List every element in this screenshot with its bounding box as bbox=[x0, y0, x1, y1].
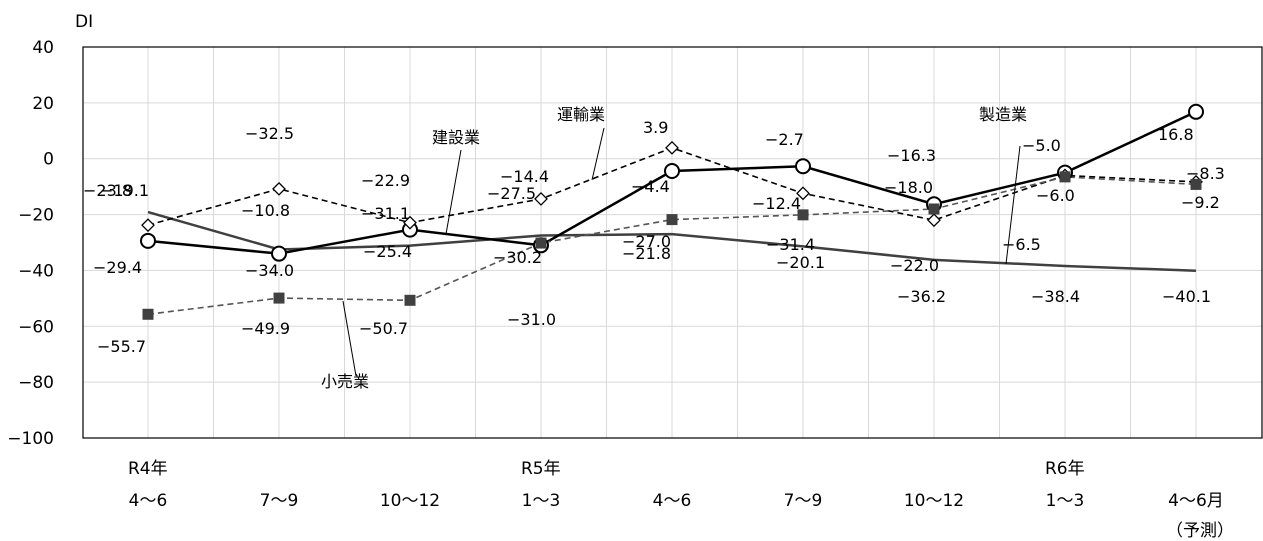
series-name-leader-line bbox=[342, 300, 357, 377]
data-label: −31.0 bbox=[507, 310, 556, 329]
diamond-marker bbox=[534, 192, 548, 206]
data-label: −55.7 bbox=[97, 337, 146, 356]
x-tick-label: 1～3 bbox=[522, 491, 561, 511]
x-tick-label: 4～6 bbox=[129, 491, 168, 511]
series-name-label: 建設業 bbox=[432, 128, 480, 147]
data-label: 3.9 bbox=[643, 118, 668, 137]
circle-marker bbox=[664, 163, 680, 180]
data-label: −30.2 bbox=[493, 248, 542, 267]
y-tick-label: 0 bbox=[43, 150, 54, 170]
data-label: −9.2 bbox=[1181, 193, 1220, 212]
data-label: −6.5 bbox=[1002, 235, 1041, 254]
data-label: −32.5 bbox=[245, 124, 294, 143]
y-tick-label: −20 bbox=[18, 206, 54, 226]
square-marker bbox=[273, 292, 285, 304]
data-label: −12.4 bbox=[752, 194, 801, 213]
series-line-3 bbox=[147, 176, 1197, 316]
y-tick-label: −40 bbox=[18, 261, 54, 281]
square-marker bbox=[535, 237, 547, 249]
x-year-label: R5年 bbox=[521, 459, 561, 479]
data-label: −36.2 bbox=[897, 287, 946, 306]
x-year-label: R4年 bbox=[128, 459, 168, 479]
data-label: −4.4 bbox=[631, 177, 670, 196]
data-label: −22.0 bbox=[890, 256, 939, 275]
diamond-marker bbox=[272, 181, 286, 196]
series-name-leader-line bbox=[591, 127, 605, 181]
diamond-marker bbox=[927, 213, 941, 228]
x-year-label: R6年 bbox=[1045, 459, 1085, 479]
series-markers bbox=[140, 103, 1204, 320]
y-axis-title: DI bbox=[75, 12, 93, 32]
data-labels: −19.1 −32.5 −31.1 −27.5 −27.0 −31.4 −36.2 −38.4… bbox=[83, 118, 1225, 356]
data-label: −27.0 bbox=[622, 232, 671, 251]
data-label: −31.1 bbox=[361, 204, 410, 223]
plot-area-frame bbox=[82, 46, 1263, 439]
gridlines bbox=[83, 47, 1262, 438]
y-tick-label: 20 bbox=[32, 94, 54, 114]
y-tick-label: −60 bbox=[18, 317, 54, 337]
data-label: −2.7 bbox=[765, 130, 804, 149]
square-marker bbox=[928, 203, 940, 215]
circle-marker bbox=[140, 232, 156, 249]
x-tick-label: 7～9 bbox=[260, 491, 299, 511]
x-tick-label: 4～6月 bbox=[1168, 491, 1224, 511]
data-label: −34.0 bbox=[245, 261, 294, 280]
x-tick-label: 10～12 bbox=[380, 491, 440, 511]
data-label: −18.0 bbox=[884, 178, 933, 197]
square-marker bbox=[1059, 171, 1071, 183]
data-label: 16.8 bbox=[1158, 125, 1194, 144]
circle-marker bbox=[795, 158, 811, 175]
square-marker bbox=[142, 308, 154, 320]
data-label: −10.8 bbox=[241, 201, 290, 220]
data-label: −20.1 bbox=[776, 253, 825, 272]
series-name-leader-line bbox=[1005, 145, 1021, 265]
x-tick-label: 4～6 bbox=[653, 491, 692, 511]
y-tick-label: 40 bbox=[32, 38, 54, 58]
x-tick-label: 7～9 bbox=[784, 491, 823, 511]
diamond-marker bbox=[796, 186, 810, 201]
diamond-marker bbox=[141, 218, 155, 233]
series-line-0 bbox=[147, 210, 1197, 272]
x-forecast-note: （予測） bbox=[1166, 521, 1234, 541]
data-label: −49.9 bbox=[241, 319, 290, 338]
series-name-label: 製造業 bbox=[979, 105, 1027, 124]
diamond-marker bbox=[665, 140, 679, 155]
data-label: −5.0 bbox=[1022, 136, 1061, 155]
data-label: −31.4 bbox=[766, 235, 815, 254]
diamond-marker bbox=[403, 215, 417, 230]
data-label: −22.9 bbox=[361, 171, 410, 190]
y-axis: 40 20 0 −20 −40 −60 −80 −100 bbox=[7, 38, 54, 449]
x-tick-label: 10～12 bbox=[904, 491, 964, 511]
circle-marker bbox=[1188, 103, 1204, 120]
data-label: −19.1 bbox=[100, 181, 149, 200]
data-label: −14.4 bbox=[500, 167, 549, 186]
data-label: −8.3 bbox=[1186, 164, 1225, 183]
y-tick-label: −100 bbox=[7, 429, 54, 449]
x-axis: 4～6 7～9 10～12 1～3 4～6 7～9 10～12 1～3 4～6月 R4年 R5年 R6… bbox=[128, 459, 1234, 541]
data-label: −16.3 bbox=[887, 146, 936, 165]
square-marker bbox=[404, 294, 416, 306]
data-label: −25.4 bbox=[363, 242, 412, 261]
square-marker bbox=[666, 214, 678, 226]
data-label: −50.7 bbox=[359, 319, 408, 338]
series-name-label: 運輸業 bbox=[557, 105, 605, 124]
square-marker bbox=[797, 209, 809, 221]
data-label: −40.1 bbox=[1162, 287, 1211, 306]
series-name-label: 小売業 bbox=[321, 372, 369, 391]
series-name-leader-line bbox=[445, 149, 462, 235]
data-label: −21.8 bbox=[622, 244, 671, 263]
y-tick-label: −80 bbox=[18, 373, 54, 393]
data-label: −6.0 bbox=[1036, 186, 1075, 205]
square-marker bbox=[1190, 178, 1202, 190]
data-label: −38.4 bbox=[1031, 287, 1080, 306]
x-tick-label: 1～3 bbox=[1046, 491, 1085, 511]
data-label: −27.5 bbox=[487, 184, 536, 203]
circle-marker bbox=[271, 245, 287, 262]
data-label: −29.4 bbox=[93, 258, 142, 277]
data-label: −23.8 bbox=[83, 181, 132, 200]
